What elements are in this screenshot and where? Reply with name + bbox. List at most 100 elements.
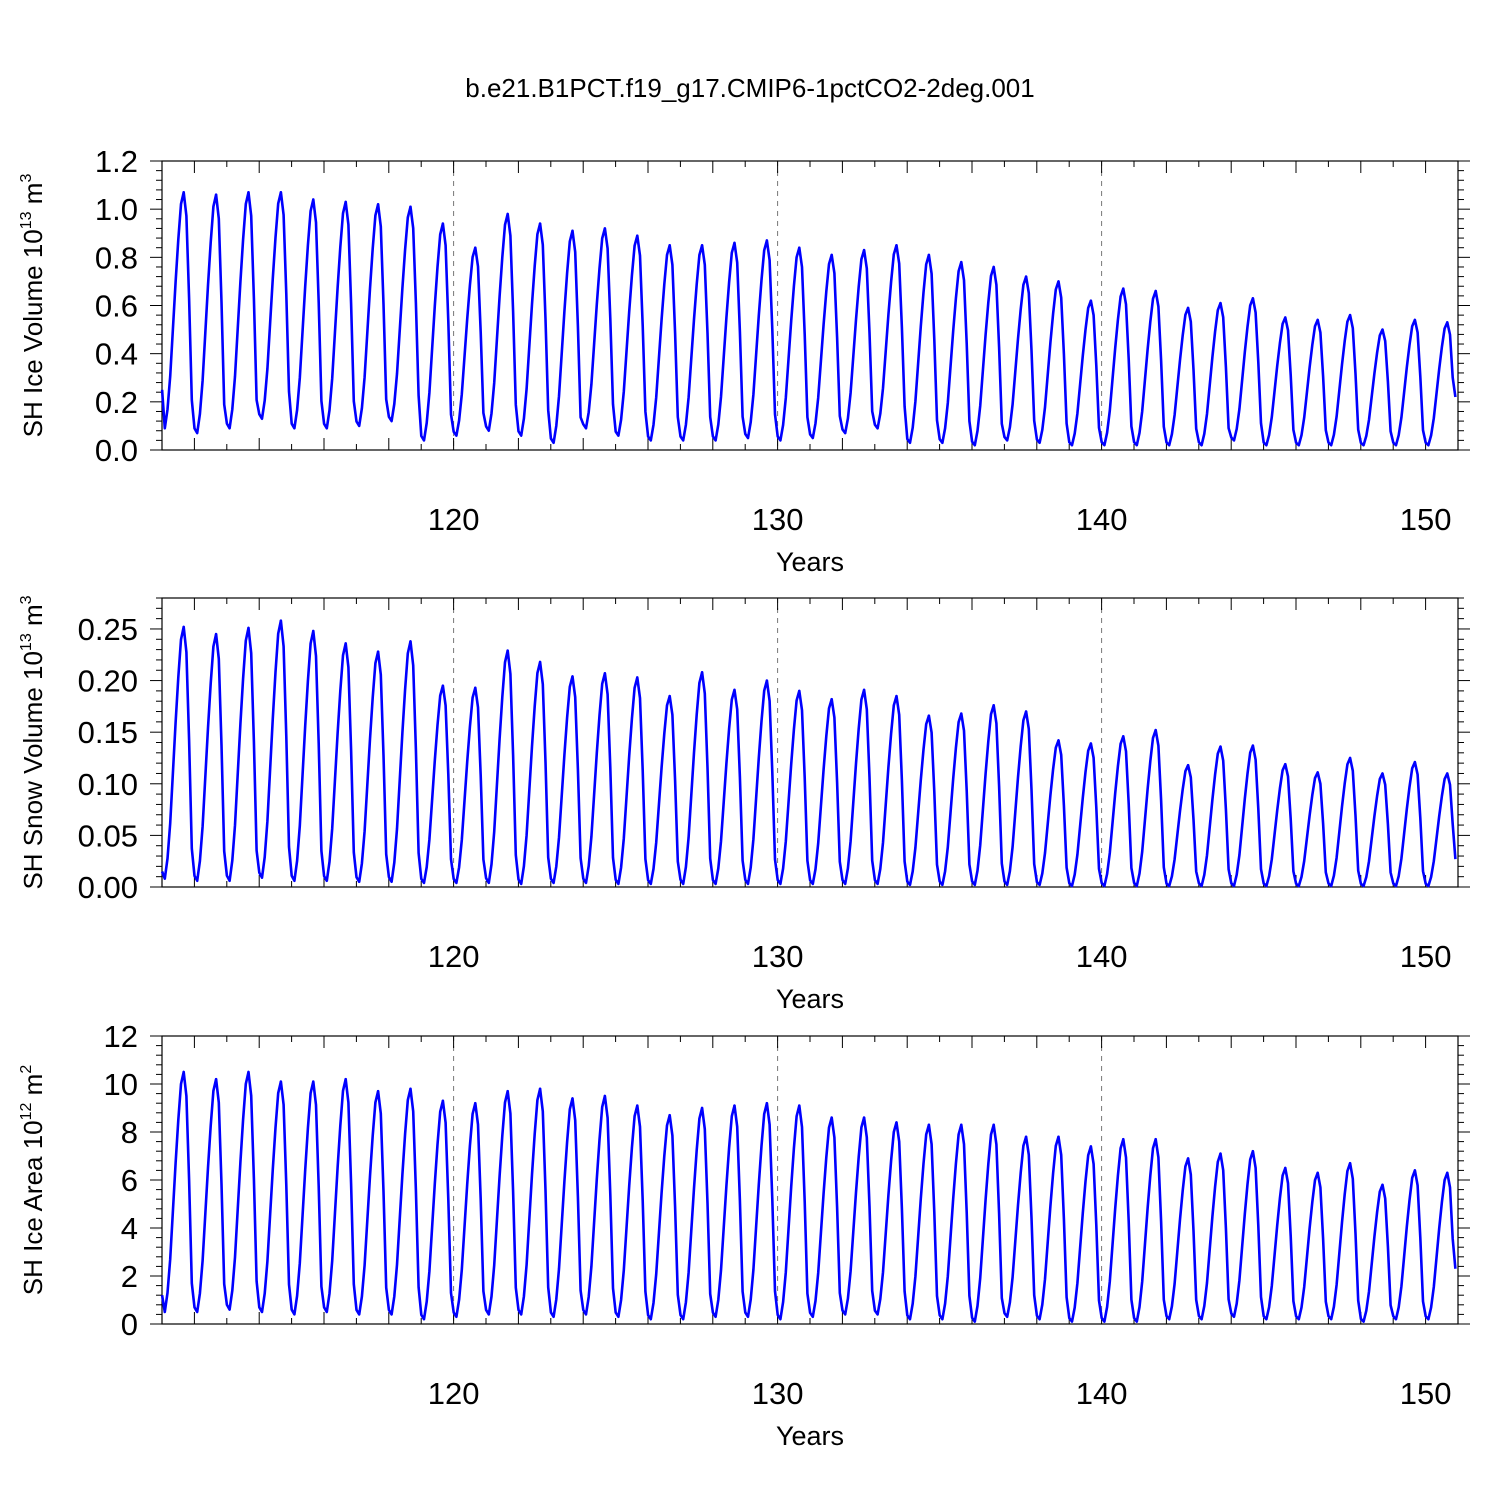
panel-1: 120 130 140 150 0.0 0.2 0.4 0.6 0.8 1.0 1.2 Years SH…: [18, 144, 1470, 577]
data-series-line: [160, 1070, 1457, 1323]
annual-peak-point: [636, 676, 639, 679]
y-tick-label: 0.4: [95, 337, 138, 372]
annual-peak-point: [895, 1121, 898, 1124]
annual-peak-point: [960, 712, 963, 715]
x-tick-label: 130: [752, 939, 804, 974]
annual-peak-point: [668, 244, 671, 247]
panel-3: 120 130 140 150 0 2 4 6 8 10 12 Years SH Ice Area 10…: [18, 1019, 1470, 1451]
y-label-unit_exp: 3: [18, 595, 35, 604]
annual-peak-point: [474, 1102, 477, 1105]
x-axis-label: Years: [776, 1421, 844, 1451]
annual-peak-point: [992, 265, 995, 269]
annual-peak-point: [506, 1090, 509, 1093]
annual-peak-point: [506, 649, 509, 652]
annual-peak-point: [1284, 1166, 1287, 1170]
annual-peak-point: [376, 203, 380, 206]
annual-peak-point: [1122, 1138, 1125, 1141]
annual-peak-point: [1024, 275, 1028, 278]
x-tick-label: 130: [752, 502, 804, 537]
plot-frame: [161, 160, 1459, 451]
annual-peak-point: [1446, 1171, 1449, 1175]
x-tick-label: 130: [752, 1376, 804, 1411]
annual-peak-point: [312, 629, 315, 633]
annual-peak-point: [636, 1104, 639, 1107]
annual-peak-point: [214, 193, 218, 196]
annual-peak-point: [1284, 316, 1287, 319]
annual-peak-point: [1251, 297, 1255, 300]
y-tick-label: 0.20: [78, 664, 138, 699]
y-axis-label: SH Ice Area 1012 m2: [18, 1065, 48, 1296]
y-tick-label: 0: [121, 1307, 138, 1342]
annual-peak-point: [668, 1114, 671, 1117]
y-tick-label: 0.05: [78, 818, 138, 853]
y-label-exp: 13: [18, 633, 35, 651]
annual-peak-point: [1251, 1150, 1255, 1153]
annual-peak-point: [1154, 1138, 1157, 1141]
annual-peak-point: [1154, 728, 1157, 732]
y-label-exp: 12: [18, 1102, 35, 1120]
y-label-unit_exp: 3: [18, 174, 35, 183]
panel-2: 120 130 140 150 0.00 0.05 0.10 0.15 0.20 0.25 Year…: [18, 595, 1470, 1014]
annual-peak-point: [1122, 735, 1125, 738]
annual-peak-point: [1122, 287, 1125, 290]
y-tick-label: 0.10: [78, 767, 138, 802]
annual-peak-point: [1057, 1135, 1060, 1139]
annual-peak-point: [1089, 742, 1093, 745]
annual-peak-point: [765, 239, 769, 242]
annual-peak-point: [636, 234, 639, 237]
annual-peak-point: [798, 689, 801, 693]
y-tick-label: 0.2: [95, 385, 138, 420]
annual-peak-point: [1219, 301, 1222, 305]
annual-peak-point: [441, 1099, 445, 1103]
y-tick-label: 4: [121, 1211, 138, 1246]
annual-peak-point: [603, 1094, 607, 1098]
y-tick-label: 1.2: [95, 144, 138, 179]
x-tick-label: 150: [1400, 1376, 1452, 1411]
annual-peak-point: [376, 1090, 380, 1093]
y-tick-label: 0.00: [78, 870, 138, 905]
annual-peak-point: [1413, 318, 1417, 322]
annual-peak-point: [1089, 299, 1093, 302]
y-label-unit: m: [18, 604, 48, 633]
annual-peak-point: [1316, 318, 1319, 322]
annual-peak-point: [214, 632, 218, 636]
y-label-main: SH Snow Volume 10: [18, 651, 48, 889]
annual-peak-point: [312, 198, 315, 201]
annual-peak-point: [668, 694, 671, 698]
y-tick-label: 10: [104, 1067, 138, 1102]
annual-peak-point: [1413, 760, 1417, 764]
annual-peak-point: [182, 1070, 185, 1074]
annual-peak-point: [603, 672, 607, 675]
annual-peak-point: [603, 227, 607, 230]
annual-peak-point: [862, 1116, 866, 1119]
y-axis-label: SH Ice Volume 1013 m3: [18, 174, 48, 438]
y-tick-label: 0.15: [78, 715, 138, 750]
annual-peak-point: [830, 253, 833, 257]
annual-peak-point: [279, 1080, 283, 1083]
annual-peak-point: [538, 1087, 542, 1091]
annual-peak-point: [409, 1087, 412, 1091]
annual-peak-point: [992, 704, 995, 707]
x-tick-label: 120: [428, 1376, 480, 1411]
y-label-unit_exp: 2: [18, 1065, 35, 1074]
annual-peak-point: [1219, 745, 1222, 748]
annual-peak-point: [279, 619, 283, 622]
annual-peak-point: [1024, 1135, 1028, 1139]
annual-peak-point: [1316, 771, 1319, 774]
y-label-main: SH Ice Volume 10: [18, 229, 48, 437]
y-tick-label: 0.8: [95, 240, 138, 275]
annual-peak-point: [1154, 289, 1157, 293]
annual-peak-point: [441, 222, 445, 225]
annual-peak-point: [895, 244, 898, 247]
annual-peak-point: [1024, 710, 1028, 713]
annual-peak-point: [312, 1080, 315, 1083]
x-tick-label: 140: [1076, 502, 1128, 537]
annual-peak-point: [182, 625, 185, 629]
y-tick-label: 8: [121, 1115, 138, 1150]
annual-peak-point: [960, 260, 963, 264]
annual-peak-point: [214, 1078, 218, 1081]
x-tick-label: 150: [1400, 939, 1452, 974]
annual-peak-point: [1316, 1171, 1319, 1175]
annual-peak-point: [279, 191, 283, 194]
